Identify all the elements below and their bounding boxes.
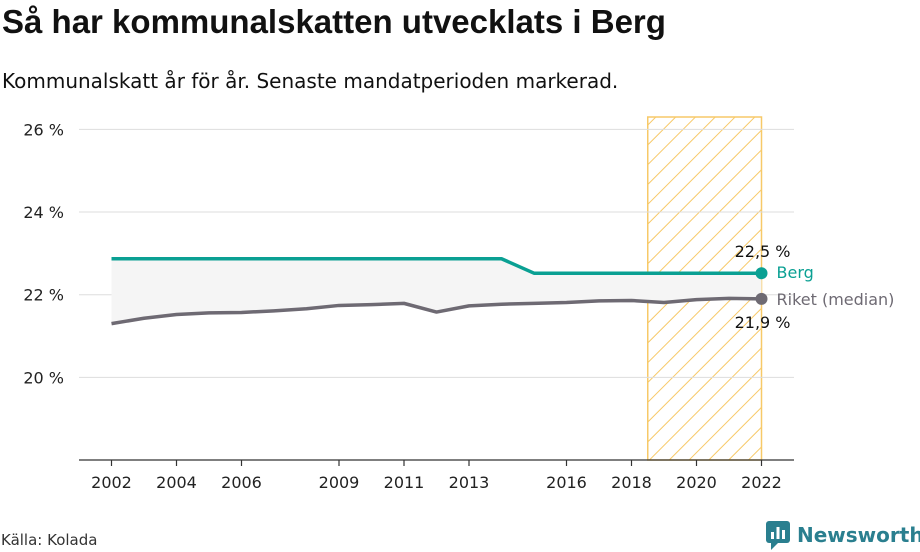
x-tick-label: 2002 — [91, 473, 132, 492]
y-tick-label: 22 % — [23, 286, 64, 305]
riket-line — [111, 296, 762, 326]
riket-end-point — [755, 292, 768, 305]
x-tick-label: 2006 — [221, 473, 262, 492]
chart-title: Så har kommunalskatten utvecklats i Berg — [2, 3, 666, 40]
gap-area — [111, 258, 762, 324]
source-note: Källa: Kolada — [1, 531, 98, 549]
chart-subtitle: Kommunalskatt år för år. Senaste mandatp… — [2, 69, 619, 93]
x-tick-label: 2013 — [449, 473, 490, 492]
x-tick-label: 2018 — [611, 473, 652, 492]
berg-line — [111, 256, 762, 275]
brand-name: Newsworthy — [797, 523, 920, 547]
riket-series-label: Riket (median) — [777, 290, 895, 309]
x-tick-label: 2004 — [156, 473, 197, 492]
riket-value-label: 21,9 % — [735, 313, 791, 332]
berg-value-label: 22,5 % — [735, 242, 791, 261]
berg-end-point — [755, 267, 768, 280]
x-tick-label: 2016 — [546, 473, 587, 492]
x-tick-label: 2022 — [741, 473, 782, 492]
y-tick-label: 26 % — [23, 120, 64, 139]
newsworthy-logo[interactable]: Newsworthy — [765, 519, 920, 551]
x-tick-label: 2011 — [384, 473, 425, 492]
x-tick-label: 2009 — [319, 473, 360, 492]
berg-series-label: Berg — [777, 263, 814, 282]
y-tick-label: 24 % — [23, 203, 64, 222]
x-tick-label: 2020 — [676, 473, 717, 492]
newsworthy-chart-icon — [766, 521, 790, 550]
y-tick-label: 20 % — [23, 368, 64, 387]
